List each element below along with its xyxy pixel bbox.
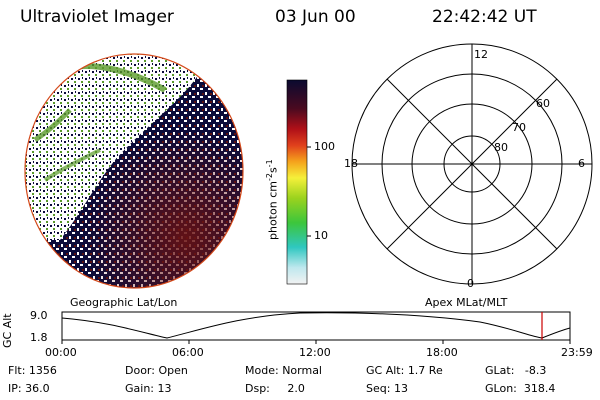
info-gc-alt: GC Alt: 1.7 Re: [366, 364, 443, 377]
earth-disk: [25, 54, 243, 288]
date-label: 03 Jun 00: [275, 7, 356, 27]
timeline-x-tick: 00:00: [45, 346, 77, 359]
info-glat: GLat: -8.3: [485, 364, 547, 377]
disk-outline: [24, 53, 244, 289]
info-mode: Mode: Normal: [245, 364, 322, 377]
info-gain: Gain: 13: [125, 382, 172, 395]
altitude-curve: [61, 312, 571, 339]
colorbar-tick-10: 10: [314, 229, 328, 242]
mlt-label-6: 6: [578, 157, 585, 170]
timeline-x-tick: 06:00: [172, 346, 204, 359]
mlt-label-12: 12: [474, 48, 488, 61]
info-glon: GLon: 318.4: [485, 382, 556, 395]
colorbar-tick-100: 100: [314, 140, 335, 153]
timeline-y-tick-top: 9.0: [30, 309, 48, 322]
timeline-right-title: Apex MLat/MLT: [425, 296, 508, 309]
info-flt: Flt: 1356: [8, 364, 57, 377]
info-seq: Seq: 13: [366, 382, 408, 395]
mlt-label-18: 18: [344, 157, 358, 170]
polar-mlt-plot: [351, 43, 593, 285]
timeline-y-tick-bottom: 1.8: [30, 331, 48, 344]
orbit-timeline-frame: [61, 311, 571, 341]
lat-label-60: 60: [536, 97, 550, 110]
info-ip: IP: 36.0: [8, 382, 50, 395]
lat-label-80: 80: [494, 141, 508, 154]
timeline-x-tick: 12:00: [299, 346, 331, 359]
timeline-left-title: Geographic Lat/Lon: [70, 296, 178, 309]
colorbar-unit-label: photon cm-2s-1: [265, 159, 280, 240]
timeline-y-axis-label: GC Alt: [1, 313, 14, 348]
info-dsp: Dsp: 2.0: [245, 382, 305, 395]
mlt-label-0: 0: [467, 277, 474, 290]
timeline-x-tick: 18:00: [426, 346, 458, 359]
colorbar: [286, 79, 308, 285]
timeline-x-tick: 23:59: [561, 346, 593, 359]
info-door: Door: Open: [125, 364, 188, 377]
lat-label-70: 70: [512, 121, 526, 134]
instrument-title: Ultraviolet Imager: [20, 7, 174, 27]
time-label: 22:42:42 UT: [432, 7, 537, 27]
